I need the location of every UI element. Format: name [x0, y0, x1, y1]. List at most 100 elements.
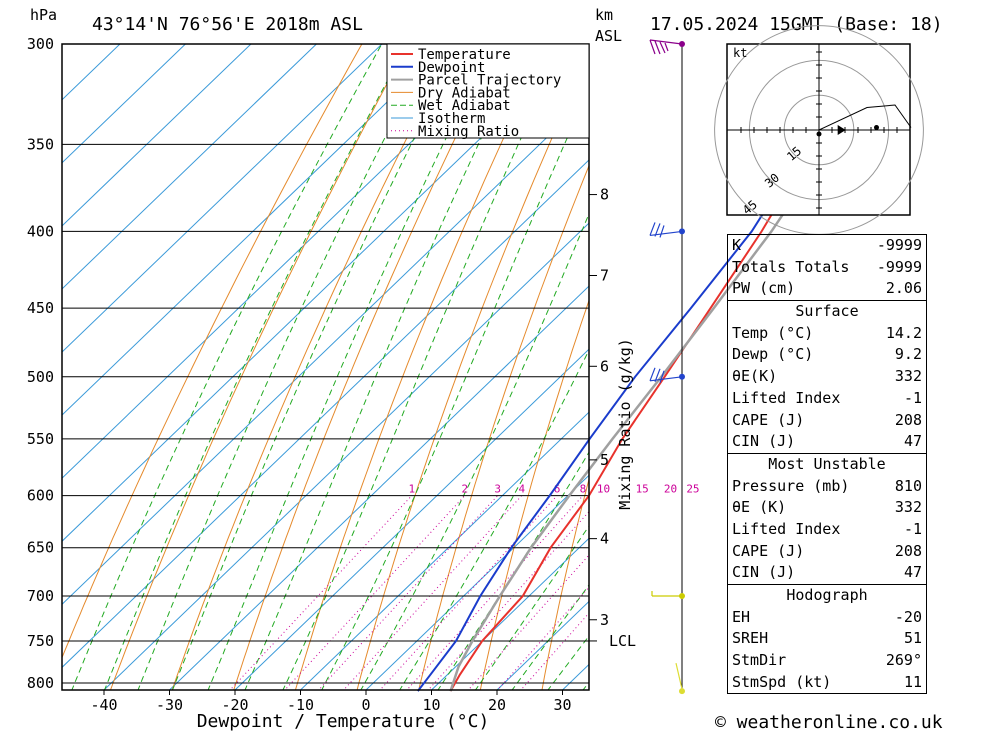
index-row: StmDir 269°: [728, 650, 926, 672]
location-title: 43°14'N 76°56'E 2018m ASL: [92, 14, 363, 35]
index-label: StmDir: [732, 651, 787, 670]
x-tick-label: 0: [361, 696, 370, 714]
panel-hodograph: Hodograph EH -20 SREH 51 StmDir 269° StmSpd (k…: [727, 584, 927, 695]
x-tick-label: -40: [90, 696, 117, 714]
wind-barb-dot: [679, 688, 685, 695]
isotherm-line: [234, 348, 589, 690]
wind-barb: [651, 591, 682, 597]
index-value: 208: [894, 541, 922, 560]
isotherm-line: [103, 222, 589, 690]
index-row: StmSpd (kt) 11: [728, 672, 926, 694]
index-value: 2.06: [885, 279, 922, 298]
mixing-ratio-label: 20: [664, 483, 677, 496]
mixing-ratio-label: 4: [518, 483, 525, 496]
surface-title: Surface: [795, 302, 859, 321]
pressure-tick-label: 750: [27, 632, 54, 650]
mixing-ratio-label: 6: [554, 483, 561, 496]
index-row: EH -20: [728, 607, 926, 629]
legend-entry: Mixing Ratio: [418, 124, 519, 140]
index-row: Pressure (mb) 810: [728, 476, 926, 498]
legend-entry: Isotherm: [418, 111, 485, 127]
x-tick-label: -30: [156, 696, 183, 714]
index-row: K -9999: [728, 235, 926, 257]
altitude-tick-label: 3: [600, 611, 609, 629]
mixing-ratio-label: 8: [580, 483, 587, 496]
isotherm-line: [169, 285, 589, 690]
altitude-tick-label: 8: [600, 186, 609, 204]
legend-entry: Temperature: [418, 47, 511, 63]
legend-entry: Wet Adiabat: [418, 98, 511, 114]
mixing-ratio-line: [284, 495, 466, 690]
x-tick-label: -10: [287, 696, 314, 714]
km-label: km: [595, 6, 613, 24]
copyright-footer: © weatheronline.co.uk: [715, 712, 943, 733]
most-unstable-title: Most Unstable: [768, 454, 886, 473]
index-label: EH: [732, 607, 751, 626]
mixing-ratio-label: 2: [462, 483, 469, 496]
wet-adiabat-line: [104, 44, 408, 690]
isotherm-line: [62, 44, 448, 416]
index-value: 51: [903, 629, 922, 648]
index-label: PW (cm): [732, 279, 796, 298]
pressure-tick-label: 500: [27, 368, 54, 386]
wind-barb: [649, 222, 683, 238]
legend-entry: Parcel Trajectory: [418, 73, 561, 89]
mixing-ratio-label: 1: [408, 483, 415, 496]
index-label: θE(K): [732, 367, 778, 386]
index-label: CIN (J): [732, 432, 796, 451]
index-row: Dewp (°C) 9.2: [728, 344, 926, 366]
index-value: -1: [903, 519, 922, 538]
dry-adiabat-line: [62, 44, 363, 659]
wind-barb: [649, 367, 683, 383]
index-label: CIN (J): [732, 563, 796, 582]
altitude-tick-label: 6: [600, 357, 609, 375]
isotherm-line: [62, 44, 121, 101]
index-row: SREH 51: [728, 628, 926, 650]
index-row: CAPE (J) 208: [728, 541, 926, 563]
series-parcel-trajectory-line: [449, 43, 888, 692]
index-row: CIN (J) 47: [728, 562, 926, 584]
index-value: -9999: [876, 236, 922, 254]
storm-motion-marker: [837, 125, 846, 135]
mixing-ratio-line: [467, 554, 589, 690]
index-value: 47: [903, 563, 922, 582]
index-label: θE (K): [732, 498, 787, 517]
isotherm-line: [62, 44, 252, 227]
index-value: 14.2: [885, 323, 922, 342]
wet-adiabat-line: [511, 584, 589, 690]
wind-barb: [675, 662, 683, 690]
index-label: Dewp (°C): [732, 345, 814, 364]
index-value: 208: [894, 410, 922, 429]
index-row: CAPE (J) 208: [728, 410, 926, 432]
index-value: 810: [894, 476, 922, 495]
mixing-ratio-line: [342, 495, 523, 690]
mixing-ratio-line: [379, 495, 558, 690]
mixing-ratio-label: 3: [494, 483, 501, 496]
index-label: CAPE (J): [732, 410, 805, 429]
index-value: 9.2: [894, 345, 922, 364]
index-value: -20: [894, 607, 922, 626]
mixing-ratio-label: 10: [597, 483, 610, 496]
hodograph-trace: [818, 104, 912, 131]
panel-general: K -9999 Totals Totals -9999 PW (cm) 2.06: [727, 234, 927, 301]
isotherm-line: [62, 44, 579, 542]
mixing-ratio-line: [318, 495, 499, 690]
x-axis-label: Dewpoint / Temperature (°C): [197, 711, 490, 732]
pressure-tick-label: 350: [27, 135, 54, 153]
pressure-unit-label: hPa: [30, 6, 57, 24]
altitude-tick-label: LCL: [609, 632, 636, 650]
index-label: Lifted Index: [732, 388, 841, 407]
mixing-ratio-line: [229, 495, 413, 690]
index-row: Lifted Index -1: [728, 519, 926, 541]
index-value: 47: [903, 432, 922, 451]
isotherm-line: [300, 411, 589, 690]
panel-most-unstable: Most Unstable Pressure (mb) 810 θE (K) 332 L…: [727, 452, 927, 584]
isotherm-line: [62, 44, 514, 479]
pressure-tick-label: 550: [27, 430, 54, 448]
isotherm-line: [62, 44, 383, 353]
index-label: CAPE (J): [732, 541, 805, 560]
index-row: PW (cm) 2.06: [728, 278, 926, 300]
dry-adiabat-line: [109, 44, 409, 690]
altitude-tick-label: 7: [600, 267, 609, 285]
